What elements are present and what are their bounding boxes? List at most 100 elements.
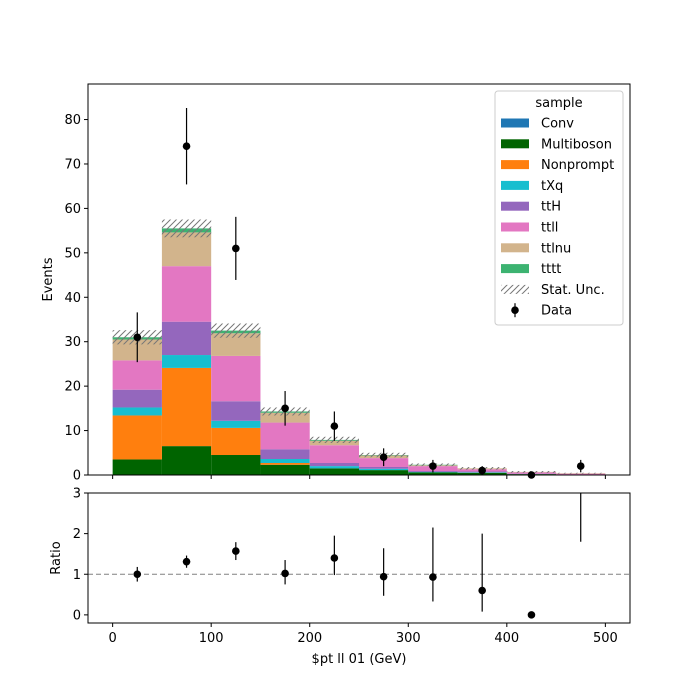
bar-tth-bin-4: [309, 463, 359, 467]
bar-ttll-bin-1: [161, 266, 212, 322]
stat-unc-band-bin-9: [556, 472, 606, 474]
ratio-x-ticks: 0 100 200 300 400 500: [108, 623, 618, 646]
data-point-6: [429, 462, 437, 470]
bar-txq-bin-5: [359, 468, 409, 471]
data-point-2: [232, 244, 240, 253]
ratio-point-2: [232, 547, 240, 555]
legend-data-marker: [511, 306, 519, 315]
main-y-axis-label: Events: [41, 257, 56, 301]
data-point-3: [281, 404, 289, 413]
bar-multiboson-bin-1: [161, 446, 212, 475]
legend-swatch-multiboson: [501, 139, 529, 149]
ratio-y-tick-label: 0: [73, 608, 81, 623]
legend-swatch-txq: [501, 180, 529, 190]
y-tick-label: 10: [64, 424, 81, 439]
legend-swatch-ttlnu: [501, 243, 529, 253]
legend-swatch-ttll: [501, 222, 529, 232]
legend-label-data: Data: [541, 304, 572, 319]
legend-swatch-nonprompt: [501, 160, 529, 170]
bar-txq-bin-3: [260, 459, 310, 464]
ratio-plot-frame: [87, 492, 631, 624]
ratio-y-axis-label: Ratio: [49, 541, 64, 574]
data-points: [133, 107, 585, 479]
data-point-9: [576, 462, 585, 470]
bar-nonprompt-bin-0: [112, 415, 162, 460]
ratio-point-0: [133, 570, 142, 579]
bar-tth-bin-1: [161, 321, 212, 356]
main-histogram-panel: 0 10 20 30 40 50 60 70 80 Events sample Conv Multi…: [41, 83, 631, 484]
legend-swatch-conv: [501, 118, 529, 128]
bar-txq-bin-0: [112, 407, 162, 416]
x-axis-label: $pt ll 01 (GeV): [312, 652, 407, 667]
ratio-point-5: [379, 572, 388, 581]
ratio-point-4: [330, 554, 339, 562]
ratio-y-tick-label: 3: [73, 487, 81, 502]
legend-label-stat-unc-: Stat. Unc.: [541, 283, 605, 298]
bar-ttll-bin-3: [260, 422, 310, 450]
bar-multiboson-bin-6: [408, 472, 458, 475]
data-point-5: [379, 453, 388, 462]
bar-ttll-bin-2: [211, 355, 261, 402]
y-tick-label: 30: [64, 335, 81, 350]
data-point-7: [478, 466, 486, 475]
ratio-point-7: [478, 586, 486, 595]
bar-tth-bin-3: [260, 449, 310, 460]
bar-multiboson-bin-3: [260, 464, 310, 475]
legend-label-nonprompt: Nonprompt: [541, 158, 614, 173]
bar-txq-bin-2: [211, 420, 261, 428]
legend-label-multiboson: Multiboson: [541, 137, 612, 152]
ratio-point-3: [281, 569, 289, 578]
ratio-y-ticks: 0 1 2 3: [73, 487, 88, 623]
x-tick-label: 200: [297, 631, 322, 646]
bar-txq-bin-4: [309, 466, 359, 469]
legend-swatch-stat-unc: [501, 284, 529, 294]
stacked-bars: [112, 228, 606, 475]
legend-title: sample: [535, 96, 582, 111]
bar-ttlnu-bin-1: [161, 232, 212, 267]
bar-nonprompt-bin-1: [161, 367, 212, 447]
legend-swatch-tttt: [501, 264, 529, 274]
legend-label-tth: ttH: [541, 200, 561, 215]
ratio-y-tick-label: 2: [73, 527, 81, 542]
ratio-point-1: [182, 557, 191, 566]
x-tick-label: 500: [593, 631, 618, 646]
y-tick-label: 40: [64, 291, 81, 306]
bar-multiboson-bin-0: [112, 459, 162, 475]
y-tick-label: 50: [64, 246, 81, 261]
y-tick-label: 0: [73, 469, 81, 484]
bar-txq-bin-1: [161, 355, 212, 368]
legend-swatch-tth: [501, 201, 529, 211]
ratio-panel: 0 1 2 3 0 100 200 300 400 500 Ratio $pt ll 01 (G…: [49, 487, 631, 667]
y-tick-label: 70: [64, 157, 81, 172]
legend-label-ttll: ttll: [541, 221, 558, 236]
y-tick-label: 80: [64, 113, 81, 128]
data-point-0: [133, 333, 142, 342]
legend-label-conv: Conv: [541, 117, 574, 132]
bar-tth-bin-5: [359, 467, 409, 469]
ratio-point-6: [429, 573, 437, 581]
bar-ttlnu-bin-2: [211, 333, 261, 356]
bar-nonprompt-bin-2: [211, 427, 261, 456]
bar-tth-bin-2: [211, 401, 261, 421]
x-tick-label: 300: [396, 631, 421, 646]
ratio-points: [133, 493, 582, 619]
data-point-1: [182, 142, 191, 151]
x-tick-label: 0: [108, 631, 116, 646]
bar-multiboson-bin-2: [211, 455, 261, 475]
bar-multiboson-bin-4: [309, 468, 359, 475]
main-x-ticks: [112, 475, 606, 479]
ratio-y-tick-label: 1: [73, 568, 81, 583]
legend-label-ttlnu: ttlnu: [541, 241, 571, 256]
bar-nonprompt-bin-3: [260, 463, 310, 465]
main-y-ticks: 0 10 20 30 40 50 60 70 80: [64, 113, 88, 484]
main-plot-frame: [87, 83, 631, 476]
y-tick-label: 20: [64, 380, 81, 395]
legend-label-tttt: tttt: [541, 262, 561, 277]
stat-unc-band-bin-1: [161, 219, 212, 238]
legend-label-txq: tXq: [541, 179, 563, 194]
y-tick-label: 60: [64, 202, 81, 217]
x-tick-label: 100: [199, 631, 224, 646]
data-point-4: [330, 422, 339, 430]
ratio-point-8: [527, 611, 536, 619]
